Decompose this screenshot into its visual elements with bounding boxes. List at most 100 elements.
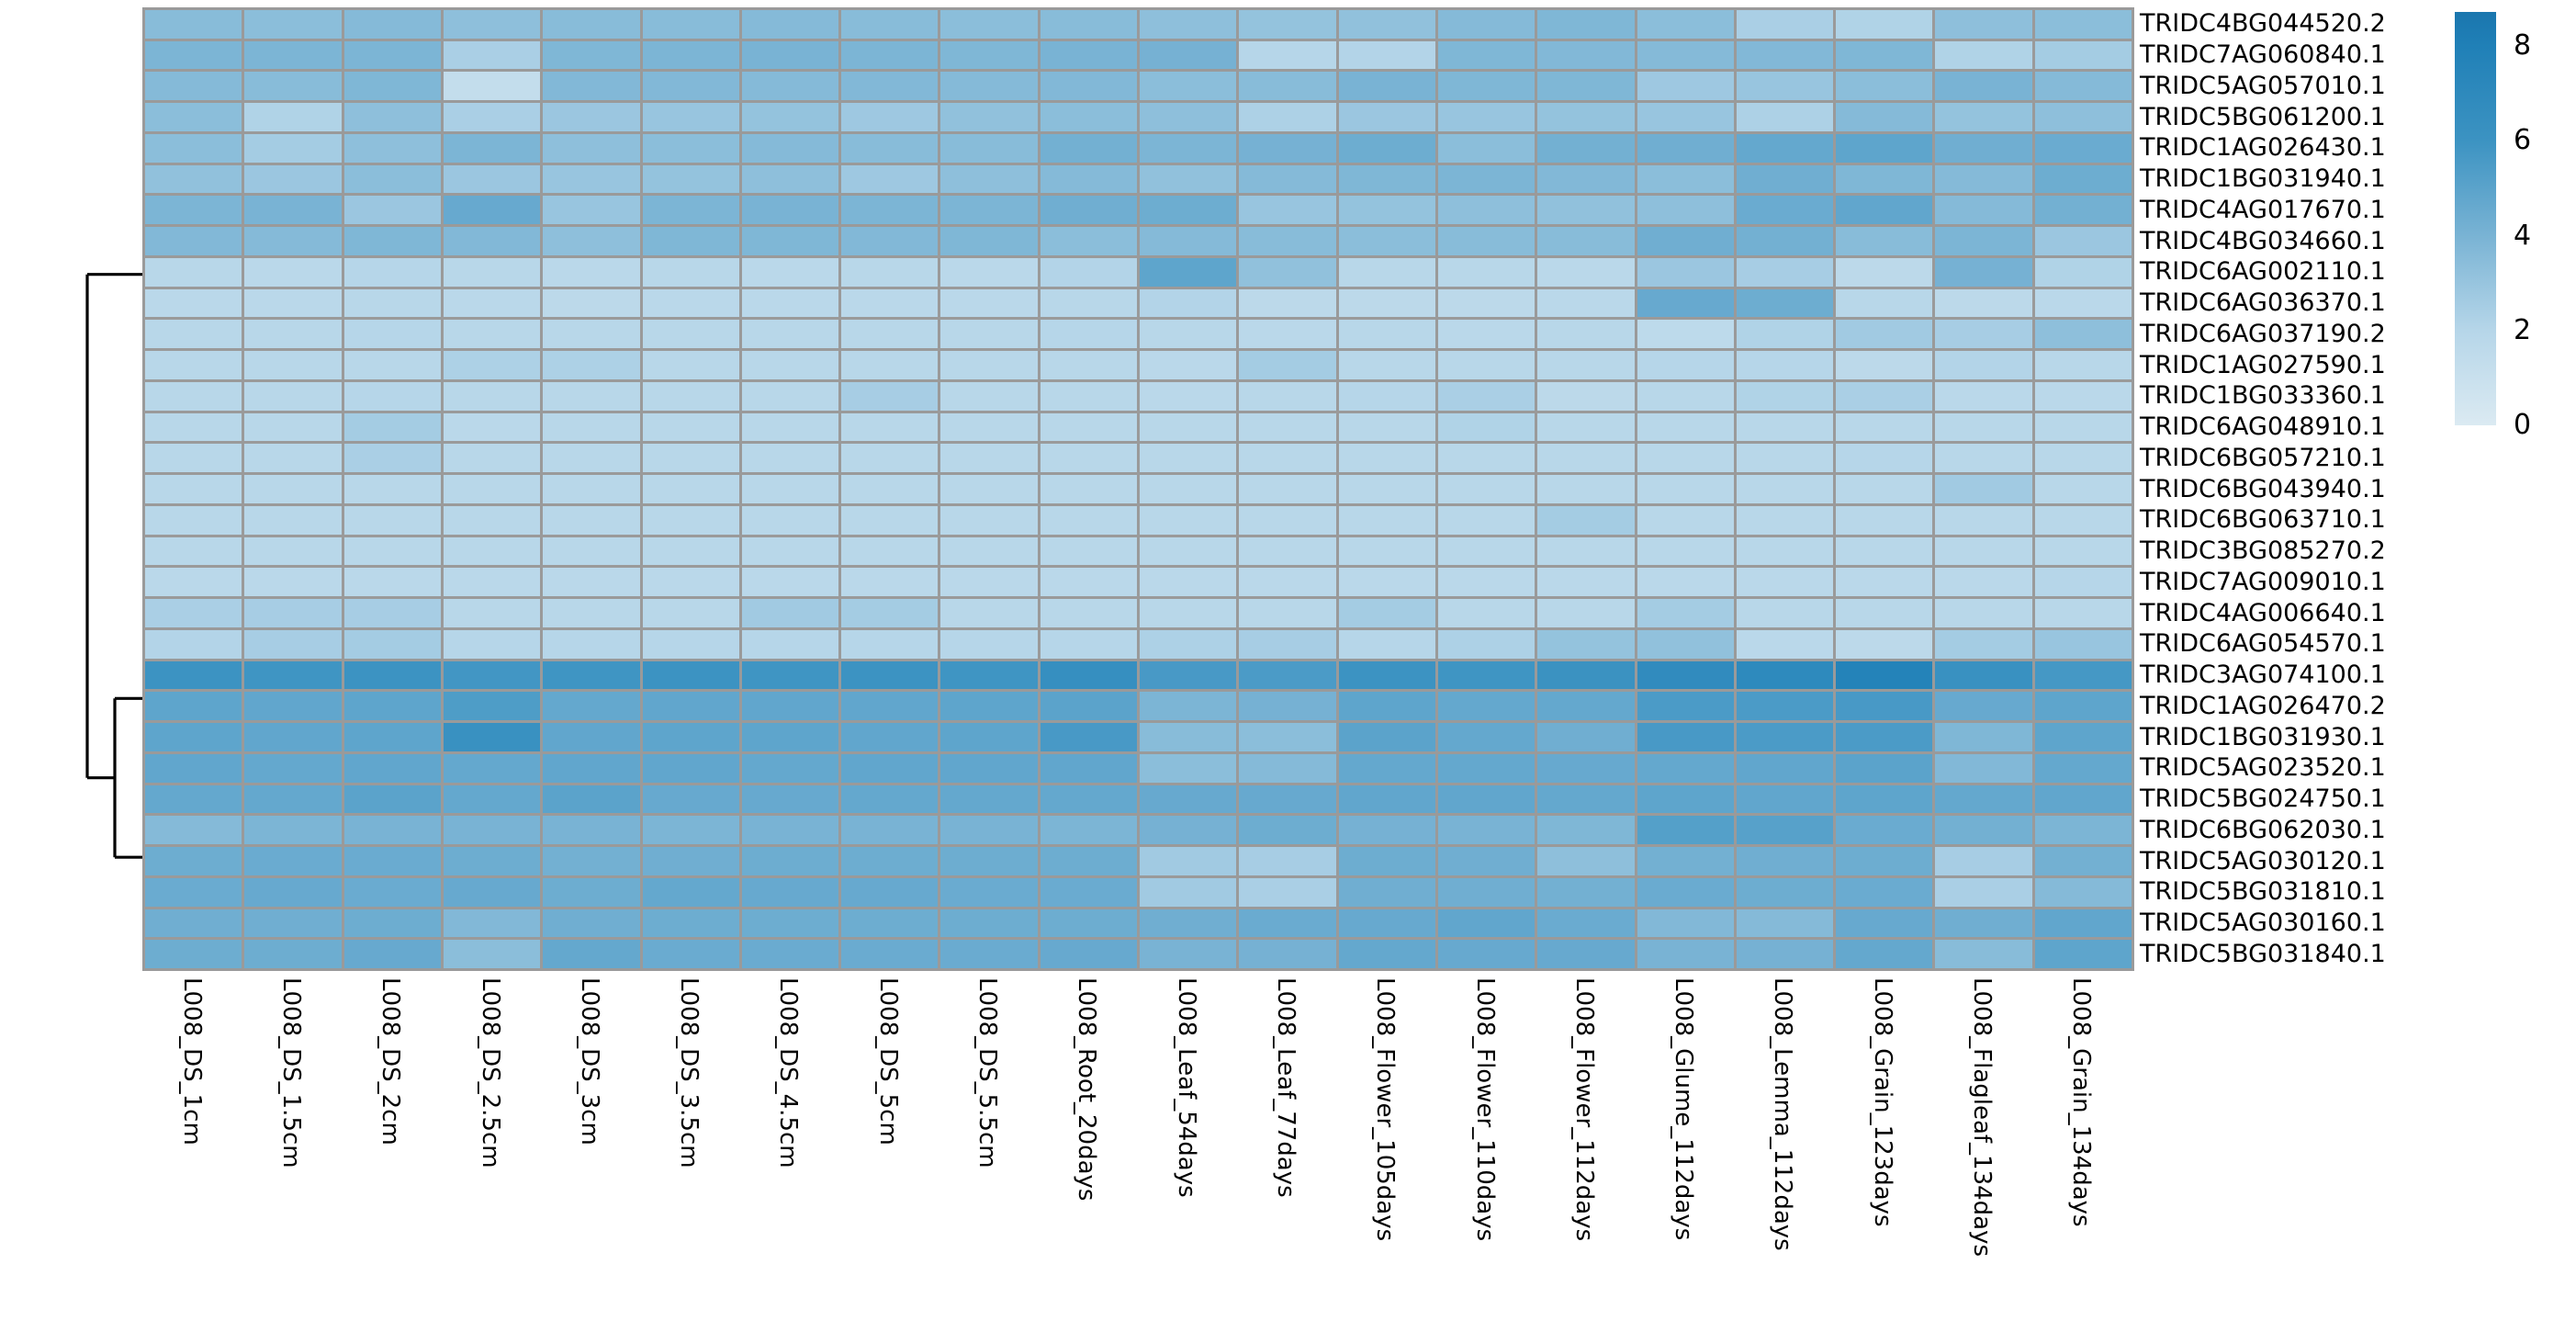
heatmap-cell [1437,692,1535,721]
heatmap-cell [1537,288,1635,318]
heatmap-cell [642,660,739,690]
heatmap-cell [343,505,441,535]
row-label: TRIDC6BG057210.1 [2140,443,2386,472]
heatmap-cell [443,847,541,875]
heatmap-cell [145,505,242,535]
heatmap-cell [1935,320,2032,349]
heatmap-cell [2034,536,2132,566]
heatmap-cell [543,816,640,845]
heatmap-cell [2034,599,2132,627]
heatmap-cell [1040,629,1137,659]
heatmap-cell [2034,909,2132,938]
heatmap-cell [1437,412,1535,442]
heatmap-cell [940,629,1038,659]
heatmap-cell [1637,320,1734,349]
heatmap-cell [1338,133,1435,163]
heatmap-cell [1537,847,1635,875]
heatmap-cell [741,351,839,379]
heatmap-cell [1338,196,1435,225]
heatmap-cell [145,10,242,39]
heatmap-cell [1338,629,1435,659]
row-label: TRIDC6BG062030.1 [2140,815,2386,844]
heatmap-cell [1637,599,1734,627]
heatmap-cell [1637,133,1734,163]
dendrogram-links [85,22,147,956]
heatmap-cell [1437,568,1535,597]
heatmap-cell [543,444,640,473]
heatmap-cell [642,505,739,535]
heatmap-cell [940,103,1038,131]
heatmap-cell [2034,72,2132,101]
heatmap-cell [642,475,739,503]
heatmap-cell [1040,723,1137,751]
heatmap-cell [1637,40,1734,70]
heatmap-cell [741,599,839,627]
heatmap-cell [1537,816,1635,845]
heatmap-cell [1537,164,1635,194]
heatmap-cell [1437,40,1535,70]
heatmap-cell [1140,381,1237,411]
heatmap-cell [2034,568,2132,597]
heatmap-cell [1437,753,1535,783]
heatmap-cell [1836,72,1933,101]
heatmap-cell [1040,103,1137,131]
heatmap-cell [1736,412,1834,442]
heatmap-cell [1637,257,1734,287]
heatmap-cell [1836,753,1933,783]
heatmap-cell [642,568,739,597]
column-label: L008_Flower_105days [1371,977,1400,1242]
heatmap-cell [343,103,441,131]
heatmap-cell [543,351,640,379]
heatmap-cell [1537,103,1635,131]
heatmap-cell [940,381,1038,411]
heatmap-cell [1040,660,1137,690]
heatmap-cell [244,320,342,349]
heatmap-cell [1239,660,1336,690]
heatmap-cell [1836,133,1933,163]
heatmap-cell [642,444,739,473]
heatmap-cell [1140,753,1237,783]
heatmap-cell [741,568,839,597]
heatmap-cell [1239,505,1336,535]
heatmap-cell [343,629,441,659]
heatmap-cell [2034,288,2132,318]
heatmap-cell [443,785,541,814]
heatmap-cell [1736,257,1834,287]
heatmap-cell [1338,877,1435,907]
heatmap-cell [244,629,342,659]
heatmap-cell [642,351,739,379]
heatmap-cell [1239,692,1336,721]
heatmap-cell [1140,660,1237,690]
heatmap-cell [642,753,739,783]
heatmap-cell [1040,785,1137,814]
heatmap-cell [841,288,939,318]
heatmap-cell [1140,320,1237,349]
heatmap-cell [741,288,839,318]
heatmap-cell [1338,164,1435,194]
heatmap-cell [1437,320,1535,349]
heatmap-cell [1437,475,1535,503]
heatmap-cell [1537,629,1635,659]
heatmap-cell [1140,227,1237,255]
heatmap-cell [1040,599,1137,627]
heatmap-cell [443,257,541,287]
heatmap-cell [841,320,939,349]
heatmap-cell [1537,196,1635,225]
heatmap-cell [1836,660,1933,690]
heatmap-cell [1935,753,2032,783]
heatmap-cell [1836,10,1933,39]
heatmap-cell [1437,444,1535,473]
heatmap-cell [1437,381,1535,411]
heatmap-cell [244,816,342,845]
heatmap-cell [1239,723,1336,751]
heatmap-cell [940,692,1038,721]
heatmap-cell [2034,753,2132,783]
heatmap-cell [741,723,839,751]
heatmap-cell [1935,475,2032,503]
heatmap-cell [1338,103,1435,131]
heatmap-cell [1637,444,1734,473]
heatmap-cell [1140,847,1237,875]
heatmap-cell [543,909,640,938]
heatmap-cell [1239,629,1336,659]
heatmap-cell [543,847,640,875]
